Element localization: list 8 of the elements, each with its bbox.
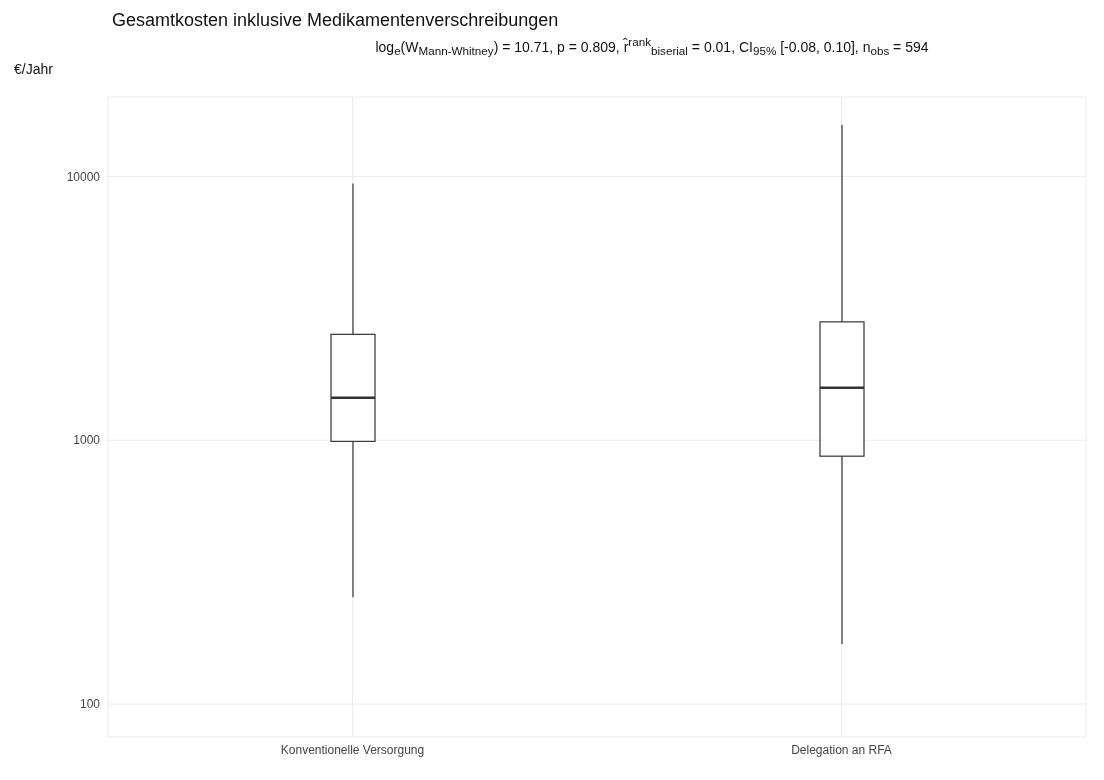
y-tick-label: 100 <box>79 697 101 712</box>
x-tick-label: Konventionelle Versorgung <box>280 742 425 757</box>
y-axis-title: €/Jahr <box>14 61 54 78</box>
y-tick-label: 1000 <box>73 433 101 448</box>
y-tick-label: 10000 <box>66 170 101 185</box>
chart-title: Gesamtkosten inklusive Medikamentenverschreibungen <box>112 9 560 31</box>
text: log$_{e}$(W$_{Mann-Whitney}$) = 10.71, p = 0.809, r̂$^{rank}$$_{biserial}$ = 0.01, CI$_{95%}$ [-0.08, 0.10], n$_{obs}$ = 594 <box>375 35 929 58</box>
x-tick-label: Delegation an RFA <box>791 742 892 757</box>
